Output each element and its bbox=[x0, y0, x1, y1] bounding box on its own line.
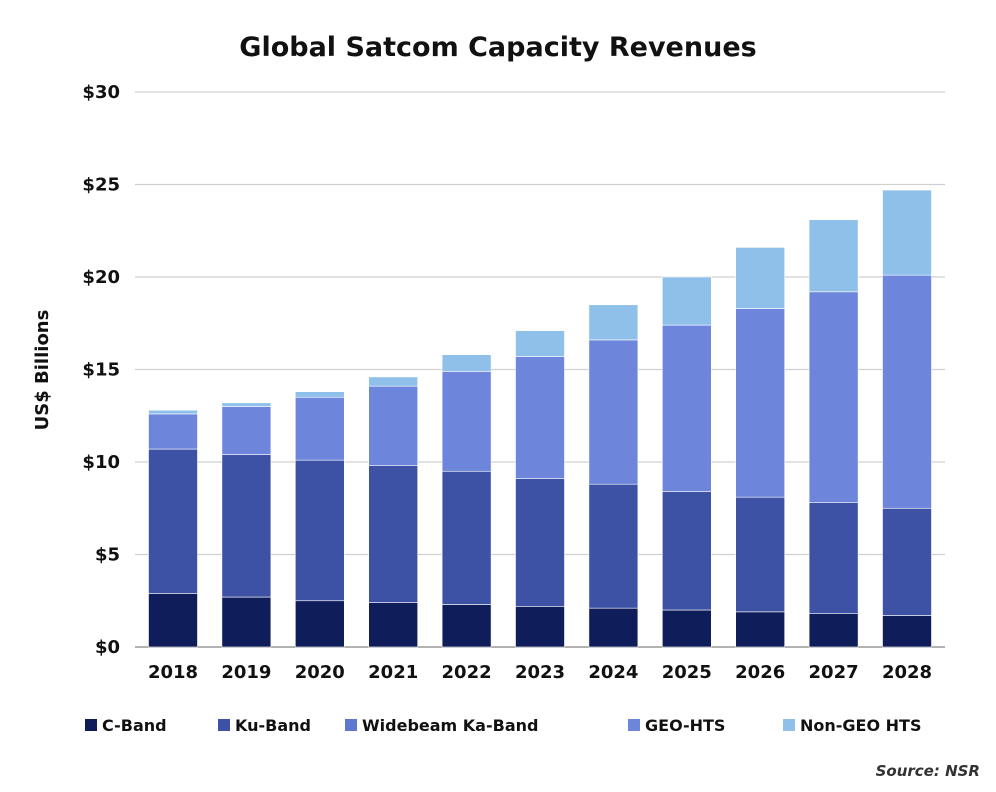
bar-2022-series-0 bbox=[441, 604, 492, 648]
x-tick-label: 2023 bbox=[515, 662, 565, 683]
x-tick-label: 2026 bbox=[735, 662, 785, 683]
bar-2027-series-3 bbox=[808, 291, 859, 503]
bar-2024-series-3 bbox=[588, 339, 639, 485]
x-tick-label: 2025 bbox=[662, 662, 712, 683]
bar-2028-series-1 bbox=[882, 507, 932, 616]
bar-2020-series-3 bbox=[294, 396, 345, 461]
chart-title: Global Satcom Capacity Revenues bbox=[239, 32, 756, 63]
bar-2024-series-0 bbox=[588, 607, 639, 648]
y-tick-label: $20 bbox=[82, 267, 120, 288]
y-tick-label: $10 bbox=[82, 452, 120, 473]
bar-2019-series-3 bbox=[221, 406, 272, 455]
bar-2024-series-4 bbox=[588, 304, 639, 341]
legend-label: Ku-Band bbox=[235, 716, 311, 735]
legend-label: Non-GEO HTS bbox=[800, 716, 921, 735]
legend-swatch bbox=[628, 719, 640, 731]
legend-label: GEO-HTS bbox=[645, 716, 725, 735]
x-tick-label: 2022 bbox=[442, 662, 492, 683]
bar-2028-series-4 bbox=[882, 189, 932, 276]
bar-2028-series-3 bbox=[882, 274, 932, 509]
legend-swatch bbox=[783, 719, 795, 731]
bar-2019-series-4 bbox=[221, 402, 272, 407]
bar-2021-series-0 bbox=[368, 602, 419, 648]
bar-2018-series-4 bbox=[148, 409, 198, 415]
legend: C-Band Ku-Band Widebeam Ka-Band GEO-HTS Non-… bbox=[85, 716, 921, 735]
y-tick-label: $25 bbox=[82, 175, 120, 196]
y-tick-label: $15 bbox=[82, 360, 120, 381]
bar-2018-series-1 bbox=[148, 448, 198, 594]
bar-2020-series-1 bbox=[294, 459, 345, 602]
x-tick-label: 2027 bbox=[809, 662, 859, 683]
y-tick-label: $5 bbox=[95, 545, 120, 566]
bar-2021-series-3 bbox=[368, 385, 419, 466]
x-tick-label: 2020 bbox=[295, 662, 345, 683]
bar-2026-series-1 bbox=[735, 496, 786, 613]
bar-2023-series-0 bbox=[515, 605, 565, 648]
y-tick-label: $30 bbox=[82, 82, 120, 103]
legend-swatch bbox=[218, 719, 230, 731]
bar-2026-series-4 bbox=[735, 247, 786, 309]
bars-layer bbox=[148, 189, 932, 648]
x-tick-label: 2021 bbox=[368, 662, 418, 683]
legend-swatch bbox=[85, 719, 97, 731]
bar-2025-series-1 bbox=[661, 491, 712, 611]
bar-2026-series-0 bbox=[735, 611, 786, 648]
bar-2020-series-0 bbox=[294, 600, 345, 648]
bar-2027-series-1 bbox=[808, 502, 859, 615]
source-note: Source: NSR bbox=[876, 762, 980, 780]
bar-2028-series-0 bbox=[882, 615, 932, 648]
x-tick-label: 2019 bbox=[221, 662, 271, 683]
bar-2021-series-1 bbox=[368, 465, 419, 603]
y-axis-label: US$ Billions bbox=[32, 310, 53, 431]
x-tick-label: 2028 bbox=[882, 662, 932, 683]
bar-2025-series-4 bbox=[661, 276, 712, 326]
bar-2023-series-4 bbox=[515, 330, 565, 357]
bar-2022-series-1 bbox=[441, 470, 492, 605]
bar-2020-series-4 bbox=[294, 391, 345, 398]
bar-2025-series-0 bbox=[661, 609, 712, 648]
x-tick-layer: 2018 2019 2020 2021 2022 2023 2024 2025 2026 2027… bbox=[148, 662, 932, 683]
bar-2019-series-0 bbox=[221, 596, 272, 648]
x-tick-label: 2018 bbox=[148, 662, 198, 683]
bar-2018-series-3 bbox=[148, 413, 198, 450]
x-tick-label: 2024 bbox=[588, 662, 638, 683]
bar-2027-series-4 bbox=[808, 219, 859, 293]
legend-label: C-Band bbox=[102, 716, 167, 735]
legend-label: Widebeam Ka-Band bbox=[362, 716, 538, 735]
bar-2021-series-4 bbox=[368, 376, 419, 387]
bar-2023-series-1 bbox=[515, 478, 565, 607]
y-tick-label: $0 bbox=[95, 637, 120, 658]
bar-2025-series-3 bbox=[661, 324, 712, 492]
bar-2024-series-1 bbox=[588, 483, 639, 609]
bar-2022-series-3 bbox=[441, 371, 492, 472]
bar-2019-series-1 bbox=[221, 454, 272, 598]
bar-2018-series-0 bbox=[148, 593, 198, 648]
bar-2023-series-3 bbox=[515, 356, 565, 479]
legend-swatch bbox=[345, 719, 357, 731]
bar-2022-series-4 bbox=[441, 354, 492, 372]
bar-2026-series-3 bbox=[735, 308, 786, 498]
bar-2027-series-0 bbox=[808, 613, 859, 648]
